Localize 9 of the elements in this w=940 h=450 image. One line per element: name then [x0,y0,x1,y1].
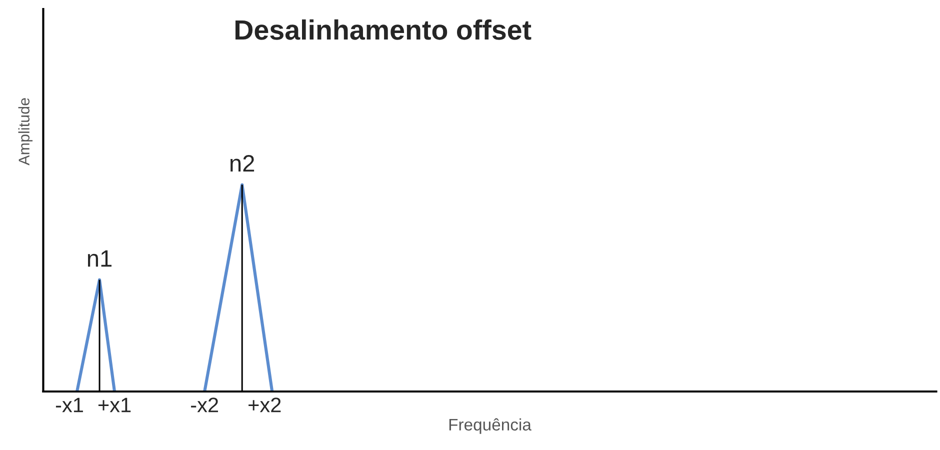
x-axis-title: Frequência [449,418,532,434]
annotation: n2 [230,155,254,172]
x-tick-label: +x1 [98,398,131,412]
x-tick-label: +x2 [248,398,281,412]
chart-title: Desalinhamento offset [236,19,532,40]
y-axis-title: Amplitude [18,98,33,166]
x-tick-label: -x2 [191,398,218,412]
x-tick-label: -x1 [56,398,83,412]
annotation: n1 [88,250,112,267]
